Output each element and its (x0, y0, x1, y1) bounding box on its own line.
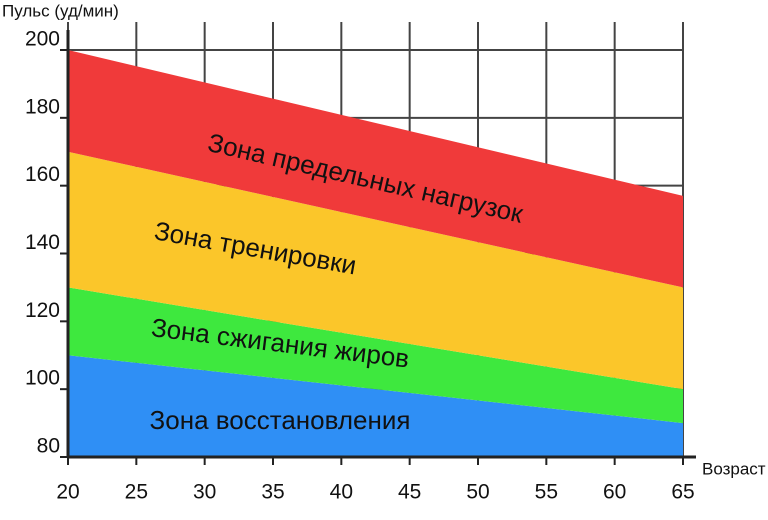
x-tick-label: 65 (671, 481, 694, 504)
x-tick-label: 60 (603, 481, 626, 504)
y-tick-label: 80 (37, 435, 60, 458)
y-tick-label: 140 (25, 231, 60, 254)
y-tick-label: 180 (25, 95, 60, 118)
x-tick-label: 55 (535, 481, 558, 504)
x-tick-label: 45 (398, 481, 421, 504)
x-tick-label: 40 (330, 481, 353, 504)
y-tick-label: 160 (25, 163, 60, 186)
x-axis-label: Возраст (702, 459, 766, 478)
x-tick-label: 35 (261, 481, 284, 504)
x-tick-label: 20 (56, 481, 79, 504)
zone-area (68, 355, 683, 457)
zone-label: Зона восстановления (150, 405, 411, 435)
zone-area (68, 151, 683, 390)
x-tick-label: 25 (125, 481, 148, 504)
zone-area (68, 287, 683, 424)
y-tick-label: 200 (25, 28, 60, 51)
x-tick-label: 50 (466, 481, 489, 504)
zone-area (68, 50, 683, 288)
y-tick-label: 100 (25, 367, 60, 390)
y-axis-label: Пульс (уд/мин) (2, 1, 119, 20)
y-tick-label: 120 (25, 299, 60, 322)
x-tick-label: 30 (193, 481, 216, 504)
